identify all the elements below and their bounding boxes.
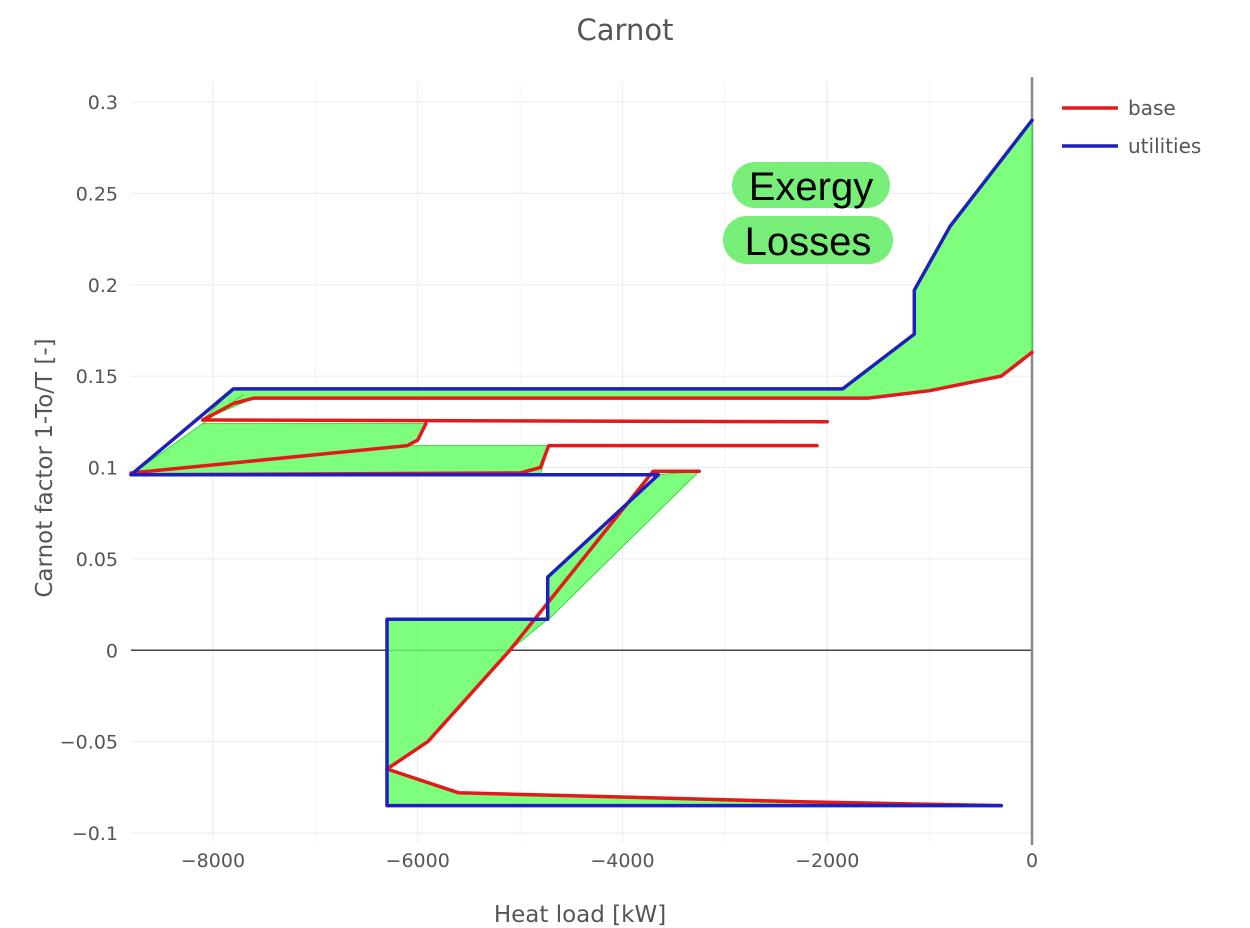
y-tick-label: 0.2: [88, 275, 118, 297]
y-tick-label: 0.15: [76, 366, 118, 388]
x-tick-label: −8000: [181, 850, 245, 872]
y-tick-label: 0.3: [88, 92, 118, 114]
series-line-base: [129, 421, 428, 475]
x-tick-label: −4000: [590, 850, 654, 872]
annotation-background-line-1: [732, 162, 890, 208]
x-tick-labels: −8000 −6000 −4000 −2000 0: [181, 850, 1038, 872]
y-axis-title: Carnot factor 1-To/T [-]: [32, 338, 58, 597]
annotation-background-line-2: [723, 216, 893, 264]
exergy-loss-area: [129, 393, 550, 476]
chart-title: Carnot: [577, 13, 674, 47]
x-tick-label: 0: [1026, 850, 1038, 872]
y-tick-label: 0.25: [76, 183, 118, 205]
y-tick-label: 0: [106, 640, 118, 662]
x-axis-title: Heat load [kW]: [494, 902, 666, 928]
legend[interactable]: base utilities: [1062, 96, 1201, 158]
legend-label-utilities: utilities: [1128, 134, 1201, 158]
annotation-line-1: Exergy: [749, 165, 874, 209]
y-tick-label: 0.1: [88, 458, 118, 480]
legend-item-utilities[interactable]: utilities: [1062, 134, 1201, 158]
y-tick-label: 0.05: [76, 549, 118, 571]
x-tick-label: −6000: [386, 850, 450, 872]
annotation-line-2: Losses: [745, 220, 872, 264]
x-tick-label: −2000: [795, 850, 859, 872]
series-line-base: [200, 418, 829, 424]
exergy-loss-area: [202, 118, 1033, 421]
exergy-loss-areas: [129, 118, 1033, 807]
exergy-loss-area: [547, 470, 701, 620]
series-line-utilities: [129, 118, 1034, 808]
exergy-losses-annotation: Exergy Losses: [723, 162, 893, 264]
legend-label-base: base: [1128, 96, 1176, 120]
y-tick-label: −0.1: [72, 823, 118, 845]
y-tick-labels: −0.1 −0.05 0 0.05 0.1 0.15 0.2 0.25 0.3: [60, 92, 118, 845]
series-line-base: [200, 350, 1034, 422]
exergy-loss-area: [386, 618, 550, 770]
y-tick-label: −0.05: [60, 732, 118, 754]
legend-item-base[interactable]: base: [1062, 96, 1176, 120]
series-lines: [129, 118, 1034, 808]
